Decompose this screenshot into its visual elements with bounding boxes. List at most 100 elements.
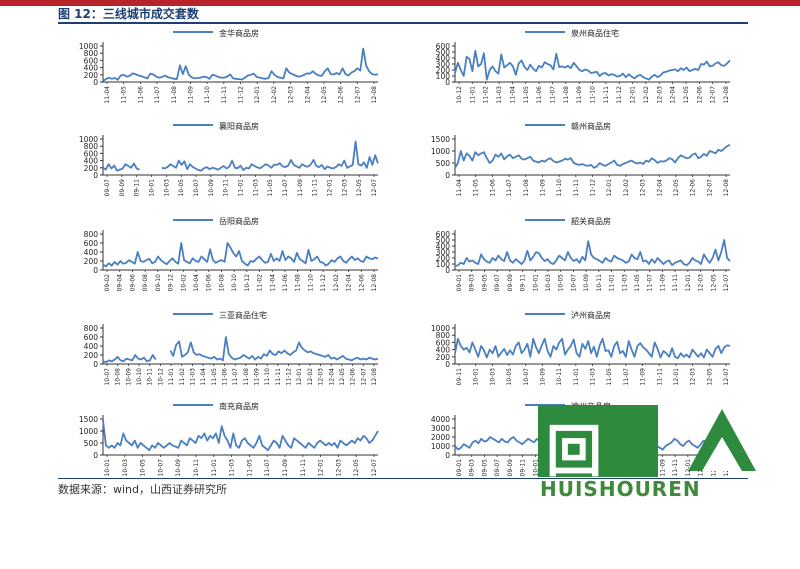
y-tick-label: 500 xyxy=(436,48,451,57)
x-tick-label: 12-07 xyxy=(723,274,730,292)
y-tick-label: 1000 xyxy=(79,42,98,51)
source-note: 数据来源：wind，山西证券研究所 xyxy=(58,483,228,496)
x-tick-label: 12-07 xyxy=(371,459,378,477)
x-tick-label: 11-01 xyxy=(168,368,175,386)
y-tick-label: 0 xyxy=(93,266,98,275)
x-tick-label: 11-09 xyxy=(254,368,261,386)
x-tick-label: 11-08 xyxy=(523,179,530,197)
x-tick-label: 11-01 xyxy=(211,459,218,477)
x-tick-label: 12-03 xyxy=(341,179,348,197)
y-tick-label: 0 xyxy=(93,171,98,180)
x-tick-label: 11-06 xyxy=(536,86,543,104)
x-tick-label: 11-04 xyxy=(456,179,463,197)
x-tick-label: 11-01 xyxy=(238,179,245,197)
x-tick-label: 11-12 xyxy=(320,274,327,292)
x-tick-label: 12-01 xyxy=(606,179,613,197)
x-tick-label: 11-05 xyxy=(211,368,218,386)
x-tick-label: 11-03 xyxy=(590,368,597,386)
x-tick-label: 12-08 xyxy=(723,179,730,197)
x-tick-label: 11-07 xyxy=(506,179,513,197)
x-tick-label: 10-06 xyxy=(206,274,213,292)
y-tick-label: 600 xyxy=(436,42,451,51)
x-tick-label: 12-08 xyxy=(371,86,378,104)
legend-label: 韶关商品房 xyxy=(571,216,611,226)
x-tick-label: 11-01 xyxy=(609,274,616,292)
x-tick-label: 10-11 xyxy=(193,459,200,477)
y-tick-label: 200 xyxy=(84,71,99,80)
x-tick-label: 12-07 xyxy=(360,368,367,386)
x-tick-label: 11-07 xyxy=(282,179,289,197)
x-tick-label: 09-08 xyxy=(142,274,149,292)
x-tick-label: 12-06 xyxy=(690,179,697,197)
x-tick-label: 12-06 xyxy=(358,274,365,292)
x-tick-label: 11-07 xyxy=(647,274,654,292)
series-line xyxy=(102,420,379,452)
y-tick-label: 0 xyxy=(93,78,98,87)
y-tick-label: 500 xyxy=(436,236,451,245)
x-tick-label: 12-02 xyxy=(623,179,630,197)
legend-label: 襄阳商品房 xyxy=(219,121,259,131)
y-tick-label: 600 xyxy=(84,239,99,248)
x-tick-label: 11-11 xyxy=(275,368,282,386)
legend-label: 泸州商品房 xyxy=(571,310,611,320)
x-tick-label: 11-05 xyxy=(606,368,613,386)
bottom-rule xyxy=(58,478,748,479)
x-tick-label: 12-07 xyxy=(371,179,378,197)
x-tick-label: 12-02 xyxy=(271,86,278,104)
x-tick-label: 12-05 xyxy=(339,368,346,386)
x-tick-label: 10-11 xyxy=(596,274,603,292)
x-tick-label: 11-04 xyxy=(269,274,276,292)
x-tick-label: 11-12 xyxy=(238,86,245,104)
x-tick-label: 10-02 xyxy=(180,274,187,292)
x-tick-label: 11-04 xyxy=(104,86,111,104)
x-tick-label: 10-11 xyxy=(556,368,563,386)
watermark-box: 回收 xyxy=(538,405,658,566)
x-tick-label: 10-09 xyxy=(125,368,132,386)
x-tick-label: 10-08 xyxy=(218,274,225,292)
x-tick-label: 10-03 xyxy=(122,459,129,477)
x-tick-label: 12-06 xyxy=(350,368,357,386)
x-tick-label: 10-01 xyxy=(532,274,539,292)
x-tick-label: 09-03 xyxy=(469,459,476,477)
x-tick-label: 12-03 xyxy=(690,368,697,386)
y-tick-label: 200 xyxy=(84,164,99,173)
legend-label: 泉州商品住宅 xyxy=(571,28,619,38)
top-accent-bar xyxy=(0,0,800,6)
x-tick-label: 09-05 xyxy=(481,274,488,292)
x-tick-label: 11-10 xyxy=(556,179,563,197)
y-tick-label: 0 xyxy=(445,78,450,87)
x-tick-label: 11-05 xyxy=(121,86,128,104)
y-tick-label: 0 xyxy=(445,451,450,460)
x-tick-label: 11-01 xyxy=(573,368,580,386)
x-tick-label: 12-08 xyxy=(723,86,730,104)
x-tick-label: 12-03 xyxy=(640,179,647,197)
x-tick-label: 10-11 xyxy=(147,368,154,386)
x-tick-label: 11-09 xyxy=(297,179,304,197)
x-tick-label: 11-03 xyxy=(621,274,628,292)
x-tick-label: 10-07 xyxy=(193,179,200,197)
y-tick-label: 400 xyxy=(436,242,451,251)
y-tick-label: 1000 xyxy=(79,427,98,436)
series-line xyxy=(102,336,379,364)
x-tick-label: 09-02 xyxy=(104,274,111,292)
x-tick-label: 12-01 xyxy=(685,274,692,292)
legend-label: 金华商品房 xyxy=(219,28,259,38)
x-tick-label: 11-04 xyxy=(509,86,516,104)
series-line xyxy=(102,140,379,172)
legend-label: 赣州商品房 xyxy=(571,121,611,131)
title-rule xyxy=(58,22,748,24)
x-tick-label: 12-01 xyxy=(296,368,303,386)
x-tick-label: 11-11 xyxy=(672,274,679,292)
y-tick-label: 4000 xyxy=(431,415,450,424)
y-tick-label: 600 xyxy=(84,333,99,342)
y-tick-label: 3000 xyxy=(431,424,450,433)
x-tick-label: 10-03 xyxy=(163,179,170,197)
x-tick-label: 12-03 xyxy=(288,86,295,104)
x-tick-label: 11-09 xyxy=(539,179,546,197)
x-tick-label: 10-01 xyxy=(149,179,156,197)
x-tick-label: 10-10 xyxy=(136,368,143,386)
x-tick-label: 09-09 xyxy=(119,179,126,197)
y-tick-label: 0 xyxy=(93,451,98,460)
x-tick-label: 11-07 xyxy=(549,86,556,104)
x-tick-label: 11-09 xyxy=(640,368,647,386)
